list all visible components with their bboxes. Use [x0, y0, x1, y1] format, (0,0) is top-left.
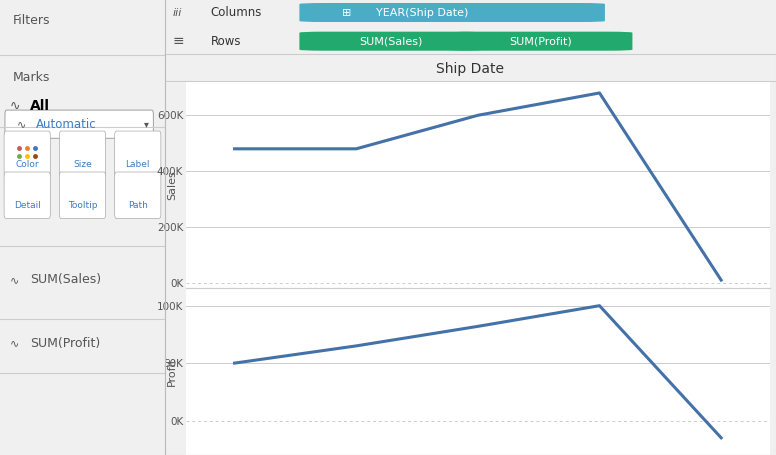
Text: Profit: Profit [168, 357, 177, 386]
Text: Sales: Sales [168, 170, 177, 200]
Text: Tooltip: Tooltip [68, 201, 97, 210]
Text: Marks: Marks [13, 71, 50, 84]
FancyBboxPatch shape [4, 131, 50, 177]
FancyBboxPatch shape [449, 32, 632, 51]
Text: Automatic: Automatic [36, 118, 97, 131]
Text: SUM(Profit): SUM(Profit) [509, 36, 572, 46]
Text: ∿: ∿ [10, 275, 19, 285]
Text: Ship Date: Ship Date [436, 62, 504, 76]
FancyBboxPatch shape [60, 131, 106, 177]
Text: ∿: ∿ [10, 339, 19, 349]
FancyBboxPatch shape [5, 110, 154, 138]
FancyBboxPatch shape [60, 172, 106, 218]
Text: Detail: Detail [14, 201, 40, 210]
Text: Color: Color [16, 160, 39, 169]
Text: Filters: Filters [13, 14, 50, 27]
FancyBboxPatch shape [300, 3, 605, 22]
FancyBboxPatch shape [4, 172, 50, 218]
Text: Columns: Columns [211, 6, 262, 19]
Text: Size: Size [73, 160, 92, 169]
Text: ∿: ∿ [10, 100, 20, 113]
Text: SUM(Sales): SUM(Sales) [359, 36, 423, 46]
Text: Rows: Rows [211, 35, 241, 48]
Text: ≡: ≡ [172, 34, 184, 48]
Text: SUM(Profit): SUM(Profit) [29, 337, 100, 350]
FancyBboxPatch shape [115, 172, 161, 218]
Text: iii: iii [172, 8, 182, 17]
Text: ⊞: ⊞ [342, 8, 352, 17]
Text: ▾: ▾ [144, 119, 148, 129]
FancyBboxPatch shape [115, 131, 161, 177]
FancyBboxPatch shape [300, 32, 483, 51]
Text: SUM(Sales): SUM(Sales) [29, 273, 101, 286]
Text: Path: Path [128, 201, 147, 210]
Text: YEAR(Ship Date): YEAR(Ship Date) [376, 8, 468, 17]
Text: Label: Label [126, 160, 150, 169]
Text: ∿: ∿ [16, 119, 26, 129]
Text: All: All [29, 100, 50, 113]
